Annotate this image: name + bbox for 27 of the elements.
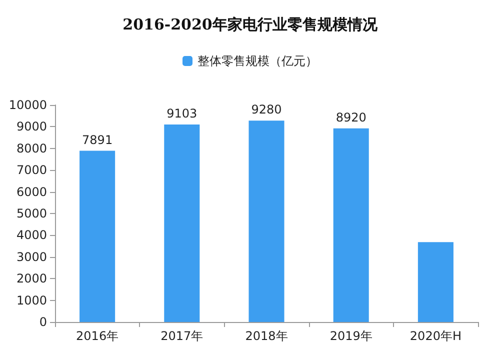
- y-tick-label: 0: [39, 315, 47, 329]
- data-label: 8920: [336, 110, 366, 124]
- bar: [80, 150, 116, 322]
- y-tick-label: 1000: [16, 293, 47, 308]
- y-tick-label: 6000: [16, 184, 47, 199]
- data-label: 9103: [166, 106, 198, 120]
- y-tick-label: 8000: [16, 141, 47, 156]
- y-tick-label: 7000: [16, 163, 47, 178]
- data-label: 7891: [82, 132, 113, 147]
- bar: [164, 124, 200, 322]
- y-tick-label: 10000: [8, 98, 47, 112]
- x-tick-label: 2018年: [245, 329, 288, 343]
- y-tick-label: 4000: [16, 228, 47, 242]
- y-tick-label: 3000: [16, 250, 47, 264]
- data-label: 9280: [251, 102, 282, 117]
- legend-label: 整体零售规模（亿元）: [198, 54, 318, 68]
- y-tick-label: 9000: [16, 120, 47, 134]
- x-tick-label: 2019年: [330, 329, 372, 343]
- bar: [248, 120, 284, 322]
- bar: [418, 242, 454, 322]
- bar: [333, 128, 369, 322]
- x-tick-label: 2016年: [76, 329, 119, 343]
- chart-title: 2016-2020年家电行业零售规模情况: [122, 16, 378, 34]
- y-tick-label: 5000: [16, 206, 47, 220]
- x-tick-label: 2020年H: [410, 329, 462, 343]
- x-tick-label: 2017年: [160, 329, 204, 343]
- y-tick-label: 2000: [16, 272, 47, 286]
